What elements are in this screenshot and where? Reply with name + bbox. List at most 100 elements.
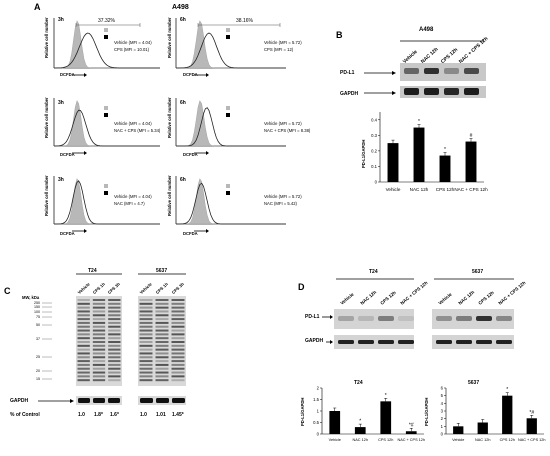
- arrow-head: [84, 151, 87, 155]
- pct-value: 1.0: [78, 412, 85, 418]
- blot-band: [139, 341, 153, 343]
- blot-gapdh: [432, 335, 514, 349]
- blot-band: [92, 306, 106, 309]
- legend-treatment: CPS (MFI = 12): [264, 47, 294, 52]
- blot-band: [92, 310, 106, 313]
- blot-band: [155, 375, 169, 378]
- legend-vehicle: Vehicle (MFI = 4.04): [114, 121, 152, 126]
- y-tick-label: 0: [317, 432, 320, 437]
- blot-band: [338, 340, 354, 344]
- x-tick-label: Vehicle: [329, 438, 341, 442]
- legend-swatch: [104, 191, 108, 195]
- blot-band: [77, 314, 90, 317]
- y-tick-label: 0.5: [313, 420, 319, 425]
- blot-band: [108, 299, 121, 301]
- blot-row-label: GAPDH: [305, 338, 324, 344]
- blot-band: [139, 348, 153, 351]
- blot-band: [171, 306, 185, 309]
- gapdh-label: GAPDH: [10, 398, 29, 404]
- blot-band: [93, 398, 105, 403]
- y-tick-label: 5: [441, 393, 444, 398]
- blot-band: [108, 310, 121, 313]
- mw-marker: 50: [36, 323, 40, 327]
- blot-band: [92, 299, 106, 301]
- blot-band: [92, 318, 106, 321]
- pct-control-label: % of Control: [10, 412, 40, 418]
- blot-pdl1: [334, 309, 414, 329]
- blot-band: [476, 316, 492, 321]
- blot-band: [496, 316, 512, 321]
- blot-band: [171, 341, 185, 343]
- treatment-histogram: [54, 32, 160, 69]
- lane-label: CPS 12h: [379, 290, 397, 306]
- legend-treatment: NAC + CPS (MFI = 5.34): [114, 128, 161, 133]
- blot-band: [424, 68, 439, 74]
- mw-marker: 20: [36, 369, 40, 373]
- blot-band: [404, 68, 419, 74]
- blot-band: [155, 321, 169, 324]
- panel-a-title: A498: [172, 4, 189, 11]
- blot-band: [92, 367, 106, 370]
- x-axis-label: DCFDA: [60, 231, 75, 236]
- blot-band: [92, 375, 106, 378]
- blot-band: [77, 333, 90, 336]
- x-tick-label: Vehicle: [452, 438, 464, 442]
- pct-value: 1.6*: [110, 412, 119, 418]
- blot-band: [378, 316, 394, 321]
- pct-value: 1.8*: [94, 412, 103, 418]
- blot-band: [77, 299, 90, 301]
- blot-band: [436, 316, 452, 321]
- blot-band: [155, 367, 169, 370]
- blot-band: [108, 344, 121, 347]
- legend-swatch: [104, 35, 108, 39]
- blot-band: [139, 325, 153, 328]
- blot-band: [155, 344, 169, 347]
- arrow-head: [392, 91, 396, 95]
- x-tick-label: NAC + CPS 12h: [397, 438, 425, 442]
- blot-band: [496, 340, 512, 344]
- chart-title: T24: [354, 380, 363, 386]
- legend-swatch: [104, 106, 108, 110]
- blot-band: [404, 88, 419, 95]
- x-tick-label: NAC + CPS 12h: [454, 187, 488, 192]
- y-tick-label: 0.2: [371, 148, 377, 153]
- time-label: 6h: [180, 17, 186, 23]
- blot-band: [139, 337, 153, 340]
- lane-label: NAC + CPS 12h: [399, 280, 428, 306]
- bar: [526, 418, 537, 434]
- legend-swatch: [226, 35, 230, 39]
- blot-band: [77, 360, 90, 363]
- pct-6h: 38.16%: [236, 18, 253, 24]
- legend-treatment: NAC (MFI = 4.7): [114, 201, 145, 206]
- bar: [477, 422, 488, 434]
- blot-band: [140, 398, 153, 403]
- bar: [380, 401, 392, 434]
- blot-band: [155, 302, 169, 305]
- x-axis-label: DCFDA: [183, 72, 198, 77]
- blot-band: [92, 333, 106, 336]
- blot-band: [358, 340, 374, 344]
- blot-band: [338, 316, 354, 321]
- mw-marker: 150: [34, 305, 40, 309]
- x-axis-label: DCFDA: [183, 231, 198, 236]
- blot-band: [172, 398, 185, 403]
- time-label: 3h: [58, 17, 64, 23]
- blot-band: [108, 321, 121, 324]
- blot-band: [139, 321, 153, 324]
- blot-band: [171, 379, 185, 382]
- blot-band: [398, 316, 414, 321]
- mw-marker: 25: [36, 355, 40, 359]
- panel-label-d: D: [298, 282, 305, 292]
- y-tick-label: 2: [441, 416, 444, 421]
- blot-band: [77, 329, 90, 332]
- blot-band: [171, 356, 185, 359]
- y-tick-label: 2: [317, 386, 320, 391]
- blot-band: [171, 329, 185, 332]
- blot-band: [108, 329, 121, 332]
- blot-band: [139, 363, 153, 366]
- blot-band: [108, 333, 121, 336]
- y-tick-label: 0: [375, 180, 378, 185]
- blot-band: [108, 348, 121, 351]
- chart-title: 5637: [468, 380, 480, 386]
